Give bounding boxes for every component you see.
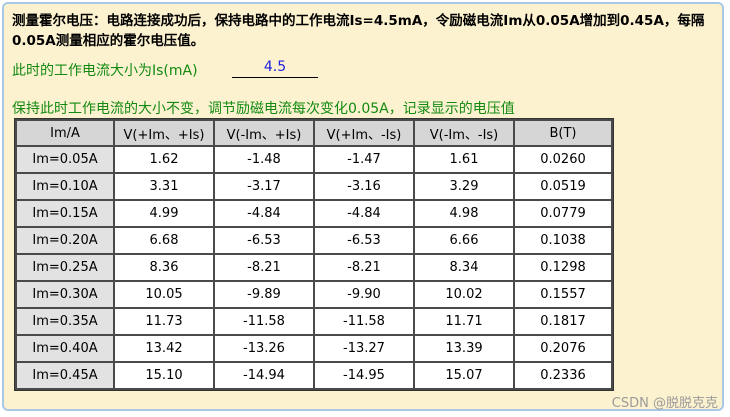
table-header-row: Im/A V(+Im、+Is) V(-Im、+Is) V(+Im、-Is) V(…: [17, 121, 611, 145]
cell-v4[interactable]: 8.34: [415, 255, 513, 280]
table-caption: 保持此时工作电流的大小不变，调节励磁电流每次变化0.05A，记录显示的电压值: [12, 101, 515, 117]
cell-v1[interactable]: 13.42: [115, 336, 213, 361]
cell-v2[interactable]: -6.53: [215, 228, 313, 253]
table-row: Im=0.05A 1.62 -1.48 -1.47 1.61 0.0260: [17, 147, 611, 172]
header-v-plus-im-minus-is: V(+Im、-Is): [315, 121, 413, 145]
cell-v4[interactable]: 6.66: [415, 228, 513, 253]
watermark-text: CSDN @脱脱克克: [611, 396, 718, 411]
table-row: Im=0.20A 6.68 -6.53 -6.53 6.66 0.1038: [17, 228, 611, 253]
cell-v2[interactable]: -4.84: [215, 201, 313, 226]
cell-v1[interactable]: 10.05: [115, 282, 213, 307]
cell-v2[interactable]: -3.17: [215, 174, 313, 199]
working-current-label: 此时的工作电流大小为Is(mA): [12, 63, 198, 79]
working-current-input[interactable]: [232, 57, 318, 78]
cell-v4[interactable]: 11.71: [415, 309, 513, 334]
cell-v1[interactable]: 11.73: [115, 309, 213, 334]
cell-v3[interactable]: -1.47: [315, 147, 413, 172]
cell-v2[interactable]: -11.58: [215, 309, 313, 334]
cell-im: Im=0.35A: [17, 309, 113, 334]
table-row: Im=0.25A 8.36 -8.21 -8.21 8.34 0.1298: [17, 255, 611, 280]
table-row: Im=0.15A 4.99 -4.84 -4.84 4.98 0.0779: [17, 201, 611, 226]
cell-v2[interactable]: -13.26: [215, 336, 313, 361]
table-row: Im=0.35A 11.73 -11.58 -11.58 11.71 0.181…: [17, 309, 611, 334]
cell-im: Im=0.40A: [17, 336, 113, 361]
table-row: Im=0.30A 10.05 -9.89 -9.90 10.02 0.1557: [17, 282, 611, 307]
cell-b[interactable]: 0.2076: [515, 336, 611, 361]
cell-v4[interactable]: 1.61: [415, 147, 513, 172]
table-row: Im=0.45A 15.10 -14.94 -14.95 15.07 0.233…: [17, 363, 611, 388]
cell-v1[interactable]: 4.99: [115, 201, 213, 226]
cell-b[interactable]: 0.0779: [515, 201, 611, 226]
cell-im: Im=0.30A: [17, 282, 113, 307]
cell-b[interactable]: 0.1817: [515, 309, 611, 334]
experiment-panel: 测量霍尔电压：电路连接成功后，保持电路中的工作电流Is=4.5mA，令励磁电流I…: [2, 2, 724, 411]
cell-v3[interactable]: -9.90: [315, 282, 413, 307]
cell-im: Im=0.25A: [17, 255, 113, 280]
cell-im: Im=0.45A: [17, 363, 113, 388]
cell-im: Im=0.15A: [17, 201, 113, 226]
table-row: Im=0.40A 13.42 -13.26 -13.27 13.39 0.207…: [17, 336, 611, 361]
cell-v4[interactable]: 4.98: [415, 201, 513, 226]
cell-v1[interactable]: 15.10: [115, 363, 213, 388]
cell-v1[interactable]: 1.62: [115, 147, 213, 172]
cell-v3[interactable]: -4.84: [315, 201, 413, 226]
cell-v3[interactable]: -14.95: [315, 363, 413, 388]
header-v-plus-im-plus-is: V(+Im、+Is): [115, 121, 213, 145]
cell-v2[interactable]: -14.94: [215, 363, 313, 388]
cell-v1[interactable]: 8.36: [115, 255, 213, 280]
cell-v3[interactable]: -6.53: [315, 228, 413, 253]
instructions-text: 测量霍尔电压：电路连接成功后，保持电路中的工作电流Is=4.5mA，令励磁电流I…: [12, 13, 705, 49]
cell-v4[interactable]: 13.39: [415, 336, 513, 361]
header-b: B(T): [515, 121, 611, 145]
cell-b[interactable]: 0.1298: [515, 255, 611, 280]
cell-b[interactable]: 0.1557: [515, 282, 611, 307]
cell-v3[interactable]: -8.21: [315, 255, 413, 280]
table-row: Im=0.10A 3.31 -3.17 -3.16 3.29 0.0519: [17, 174, 611, 199]
cell-v1[interactable]: 3.31: [115, 174, 213, 199]
hall-voltage-table: Im/A V(+Im、+Is) V(-Im、+Is) V(+Im、-Is) V(…: [14, 118, 614, 391]
cell-v1[interactable]: 6.68: [115, 228, 213, 253]
cell-b[interactable]: 0.0519: [515, 174, 611, 199]
cell-v2[interactable]: -1.48: [215, 147, 313, 172]
header-v-minus-im-plus-is: V(-Im、+Is): [215, 121, 313, 145]
cell-v4[interactable]: 3.29: [415, 174, 513, 199]
cell-b[interactable]: 0.2336: [515, 363, 611, 388]
cell-im: Im=0.05A: [17, 147, 113, 172]
cell-im: Im=0.10A: [17, 174, 113, 199]
cell-v4[interactable]: 10.02: [415, 282, 513, 307]
header-v-minus-im-minus-is: V(-Im、-Is): [415, 121, 513, 145]
cell-v3[interactable]: -11.58: [315, 309, 413, 334]
cell-v4[interactable]: 15.07: [415, 363, 513, 388]
cell-v3[interactable]: -3.16: [315, 174, 413, 199]
cell-v2[interactable]: -9.89: [215, 282, 313, 307]
cell-b[interactable]: 0.0260: [515, 147, 611, 172]
header-im: Im/A: [17, 121, 113, 145]
cell-v3[interactable]: -13.27: [315, 336, 413, 361]
cell-im: Im=0.20A: [17, 228, 113, 253]
cell-b[interactable]: 0.1038: [515, 228, 611, 253]
cell-v2[interactable]: -8.21: [215, 255, 313, 280]
